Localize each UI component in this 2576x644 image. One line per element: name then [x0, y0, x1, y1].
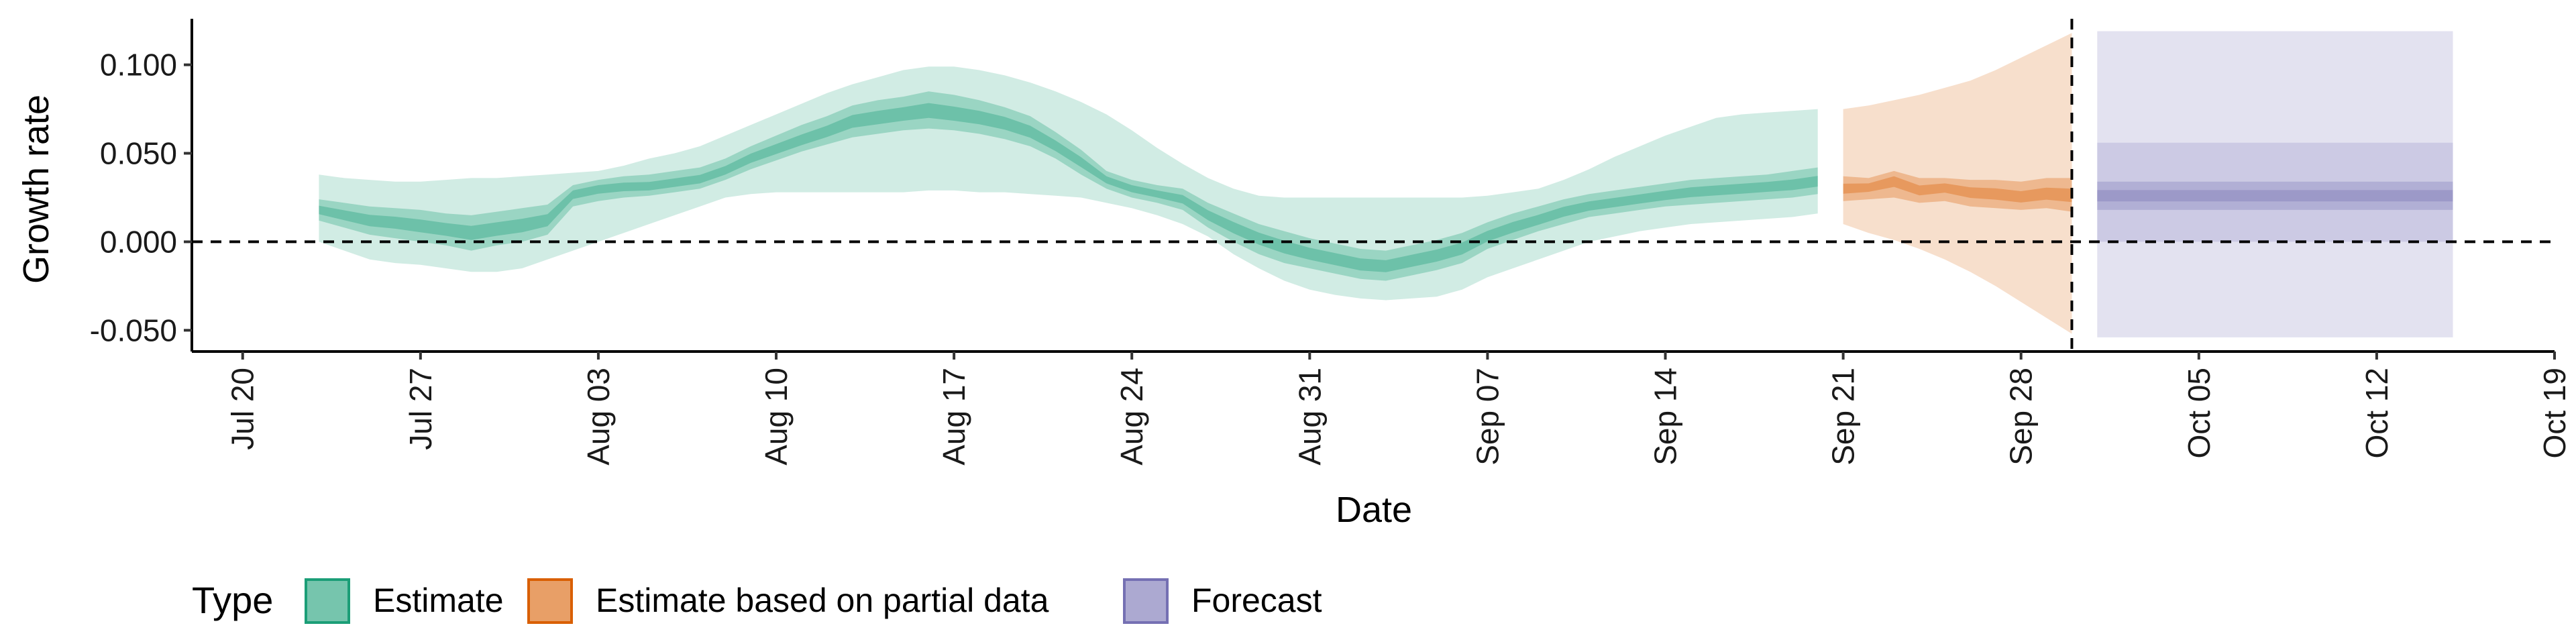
series-0: [319, 66, 1818, 301]
x-tick-label: Aug 03: [581, 368, 616, 466]
x-tick-label: Jul 27: [403, 368, 438, 450]
legend-label: Estimate based on partial data: [596, 582, 1049, 619]
band-90: [1843, 33, 2072, 334]
band-median: [1843, 176, 2072, 203]
legend-item-0: Estimate: [305, 578, 504, 624]
x-tick-label: Sep 28: [2004, 368, 2039, 466]
x-tick-label: Aug 17: [936, 368, 971, 466]
x-tick-label: Oct 12: [2359, 368, 2394, 459]
y-axis-title: Growth rate: [16, 95, 56, 284]
band-50: [2097, 181, 2453, 210]
legend-item-2: Forecast: [1123, 578, 1322, 624]
x-tick-label: Sep 14: [1648, 368, 1683, 466]
legend-key: [527, 578, 573, 624]
legend-key: [1123, 578, 1169, 624]
band-50: [1843, 170, 2072, 212]
x-tick-label: Sep 07: [1470, 368, 1505, 466]
y-tick-label: 0.000: [100, 224, 177, 259]
x-tick-label: Oct 05: [2182, 368, 2216, 459]
x-tick-label: Aug 31: [1292, 368, 1327, 466]
band-50: [319, 91, 1818, 281]
band-median: [319, 103, 1818, 272]
band-median: [2097, 190, 2453, 202]
band-90: [319, 66, 1818, 301]
x-tick-label: Jul 20: [225, 368, 260, 450]
x-axis-ticks: Jul 20 Jul 27 Aug 03 Aug 10 Aug 17 Aug 24 Aug …: [225, 352, 2572, 466]
band-outer: [2097, 31, 2453, 337]
y-tick-label: -0.050: [90, 313, 177, 347]
x-tick-label: Sep 21: [1826, 368, 1861, 466]
series-2: [2097, 31, 2453, 337]
x-tick-label: Oct 19: [2537, 368, 2572, 459]
y-tick-label: 0.050: [100, 136, 177, 171]
x-axis-title: Date: [1336, 490, 1412, 530]
legend-item-1: Estimate based on partial data: [527, 578, 1049, 624]
band-90: [2097, 142, 2453, 242]
axes: [191, 19, 2555, 353]
uncertainty-bands: [319, 31, 2453, 337]
series-1: [1843, 33, 2072, 334]
x-tick-label: Aug 10: [759, 368, 794, 466]
legend-label: Estimate: [373, 582, 504, 619]
legend-key: [305, 578, 350, 624]
y-tick-label: 0.100: [100, 48, 177, 83]
legend-title: Type: [192, 579, 273, 621]
legend-label: Forecast: [1191, 582, 1322, 619]
legend: Type Estimate Estimate based on partial d…: [192, 578, 1322, 624]
x-tick-label: Aug 24: [1114, 368, 1149, 466]
y-axis-ticks: 0.100 0.050 0.000 -0.050: [90, 48, 192, 347]
